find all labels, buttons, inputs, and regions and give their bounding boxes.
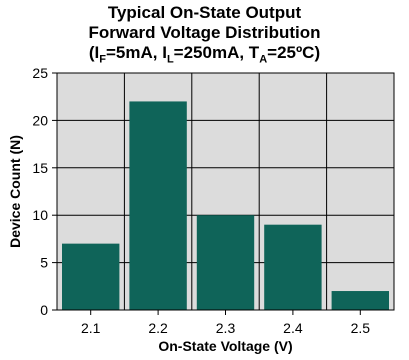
x-tick-label: 2.3 <box>216 320 236 336</box>
y-tick-label: 5 <box>40 255 48 271</box>
y-tick-label: 10 <box>32 207 48 223</box>
x-tick-label: 2.4 <box>283 320 303 336</box>
bar-2.3 <box>196 215 255 310</box>
chart-title-line-3: (IF=5mA, IL=250mA, TA=25ºC) <box>88 43 321 66</box>
chart-title-line-1: Typical On-State Output <box>107 3 302 22</box>
x-tick-label: 2.5 <box>351 320 371 336</box>
chart-title-line-2: Forward Voltage Distribution <box>88 23 321 42</box>
y-tick-label: 15 <box>32 160 48 176</box>
x-tick-label: 2.2 <box>148 320 168 336</box>
bar-2.5 <box>331 291 389 310</box>
y-tick-label: 20 <box>32 112 48 128</box>
bar-2.1 <box>62 243 120 310</box>
bar-2.4 <box>264 224 322 310</box>
y-axis-label: Device Count (N) <box>7 135 23 248</box>
y-tick-label: 0 <box>40 302 48 318</box>
chart-title: Typical On-State Output Forward Voltage … <box>0 3 409 66</box>
y-tick-label: 25 <box>32 65 48 81</box>
x-axis-ticks: 2.1 2.2 2.3 2.4 2.5 <box>81 310 370 336</box>
bar-2.2 <box>129 101 187 310</box>
x-axis-label: On-State Voltage (V) <box>158 338 292 354</box>
x-tick-label: 2.1 <box>81 320 101 336</box>
bars <box>62 101 389 310</box>
y-axis-ticks: 0 5 10 15 20 25 <box>32 65 57 318</box>
